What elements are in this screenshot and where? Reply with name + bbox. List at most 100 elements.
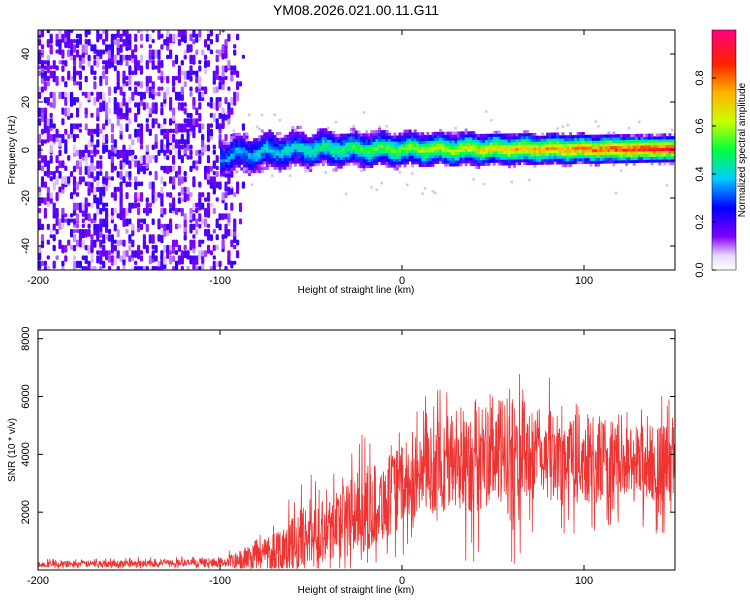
spectrogram-cell bbox=[576, 143, 580, 147]
spectrogram-cell bbox=[299, 140, 302, 144]
spectrogram-cell bbox=[189, 54, 193, 65]
spectrogram-cell bbox=[375, 147, 379, 151]
spectrogram-cell bbox=[462, 137, 466, 141]
spectrogram-cell bbox=[281, 163, 285, 167]
spectrogram-cell bbox=[192, 202, 196, 211]
spectrogram-cell bbox=[411, 143, 415, 148]
spectrogram-cell bbox=[122, 207, 126, 216]
spectrogram-cell bbox=[579, 134, 583, 139]
spectrogram-cell bbox=[492, 130, 496, 134]
spectrogram-cell bbox=[426, 155, 430, 159]
spectrogram-cell bbox=[75, 239, 80, 247]
spectrogram-cell bbox=[299, 134, 302, 138]
spectrogram-cell bbox=[215, 234, 219, 241]
spectrogram-cell bbox=[378, 156, 381, 160]
spectrogram-cell bbox=[558, 161, 562, 165]
y-tick-label: -40 bbox=[20, 238, 32, 254]
spectrogram-cell bbox=[237, 150, 241, 154]
spectrogram-cell bbox=[230, 138, 234, 142]
spectrogram-cell bbox=[597, 149, 601, 153]
spectrogram-cell bbox=[344, 133, 348, 137]
spectrogram-cell bbox=[273, 137, 277, 141]
spectrogram-cell bbox=[612, 140, 616, 144]
spectrogram-cell bbox=[128, 171, 132, 178]
spectrogram-cell bbox=[160, 44, 164, 50]
spectrogram-cell bbox=[64, 97, 68, 106]
spectrogram-cell bbox=[291, 128, 295, 133]
spectrogram-cell bbox=[61, 207, 65, 215]
spectrogram-cell bbox=[548, 135, 552, 139]
spectrogram-cell bbox=[40, 223, 45, 230]
spectrogram-cell bbox=[316, 154, 320, 158]
spectrogram-cell bbox=[172, 155, 176, 163]
spectrogram-cell bbox=[224, 202, 228, 211]
spectrogram-cell bbox=[635, 139, 639, 143]
spectrogram-cell bbox=[658, 144, 662, 149]
spectrogram-cell bbox=[139, 223, 144, 231]
spectrogram-cell bbox=[347, 150, 351, 154]
spectrogram-cell bbox=[393, 158, 397, 162]
spectrogram-cell bbox=[360, 165, 364, 169]
spectrogram-cell bbox=[564, 164, 567, 168]
spectrogram-cell bbox=[64, 128, 68, 135]
spectrogram-cell bbox=[617, 145, 621, 149]
spectrogram-cell bbox=[520, 150, 524, 154]
spectrogram-cell bbox=[319, 157, 323, 161]
spectrogram-cell bbox=[671, 162, 674, 166]
spectrogram-cell bbox=[218, 223, 222, 231]
spectrogram-cell bbox=[278, 149, 282, 153]
spectrogram-cell bbox=[230, 65, 234, 71]
spectrogram-cell bbox=[189, 244, 193, 251]
spectrogram-cell bbox=[174, 260, 179, 270]
spectrogram-cell bbox=[428, 146, 432, 150]
spectrogram-cell bbox=[237, 155, 241, 159]
spectrogram-cell bbox=[446, 137, 450, 141]
spectrogram-cell bbox=[423, 155, 427, 159]
spectrogram-cell bbox=[543, 141, 547, 145]
spectrogram-cell bbox=[183, 123, 187, 133]
spectrogram-cell bbox=[137, 207, 141, 215]
spectrogram-cell bbox=[177, 244, 181, 252]
spectrogram-cell bbox=[163, 128, 167, 134]
spectrogram-cell bbox=[581, 134, 585, 139]
spectrogram-cell bbox=[403, 158, 407, 162]
spectrogram-cell bbox=[630, 136, 634, 140]
spectrogram-cell bbox=[561, 132, 565, 136]
spectrogram-cell bbox=[472, 157, 476, 161]
spectrogram-cell bbox=[393, 147, 397, 151]
spectrogram-cell bbox=[620, 160, 623, 164]
spectrogram-cell bbox=[479, 159, 483, 163]
spectrogram-cell bbox=[174, 91, 179, 101]
spectrogram-cell bbox=[673, 147, 675, 151]
spectrogram-cell bbox=[265, 152, 269, 156]
spectrogram-cell bbox=[145, 33, 149, 42]
spectrogram-cell bbox=[640, 133, 644, 137]
spectrogram-cell bbox=[556, 155, 560, 159]
spectrogram-cell bbox=[78, 160, 82, 167]
spectrogram-cell bbox=[513, 153, 516, 157]
spectrogram-cell bbox=[355, 130, 358, 134]
spectrogram-cell bbox=[469, 160, 473, 164]
spectrogram-cell bbox=[296, 140, 300, 144]
spectrogram-cell bbox=[444, 157, 448, 161]
spectrogram-cell bbox=[523, 141, 527, 145]
spectrogram-cell bbox=[520, 147, 524, 151]
spectrogram-cell bbox=[230, 107, 234, 115]
spectrogram-cell bbox=[151, 102, 155, 111]
spectrogram-cell bbox=[663, 144, 667, 148]
spectrogram-cell bbox=[579, 158, 583, 162]
spectrogram-cell bbox=[599, 140, 603, 144]
spectrogram-cell bbox=[268, 158, 272, 162]
spectrogram-cell bbox=[589, 154, 593, 159]
spectrogram-cell bbox=[221, 239, 225, 249]
spectrogram-cell bbox=[40, 128, 45, 135]
spectrogram-cell bbox=[655, 142, 659, 146]
spectrogram-cell bbox=[513, 147, 516, 151]
spectrogram-cell bbox=[388, 141, 392, 145]
spectrogram-cell bbox=[260, 138, 264, 142]
spectrogram-cell bbox=[245, 170, 249, 174]
spectrogram-cell bbox=[75, 123, 80, 130]
spectrogram-cell bbox=[586, 152, 590, 156]
spectrogram-cell bbox=[400, 135, 404, 139]
spectrogram-cell bbox=[70, 123, 74, 133]
